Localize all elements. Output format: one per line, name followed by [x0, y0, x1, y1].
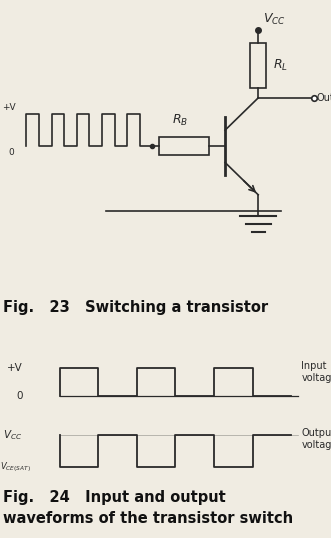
Text: $R_B$: $R_B$ [172, 112, 188, 128]
Bar [250, 43, 266, 88]
Text: $V_{CC}$: $V_{CC}$ [3, 428, 23, 442]
Text: Fig.   24   Input and output: Fig. 24 Input and output [3, 490, 226, 505]
Text: +V: +V [2, 103, 15, 112]
Text: $V_{CC}$: $V_{CC}$ [263, 12, 286, 27]
Text: waveforms of the transistor switch: waveforms of the transistor switch [3, 511, 294, 526]
Text: 0: 0 [8, 148, 14, 157]
Text: voltage: voltage [301, 440, 331, 450]
Text: Output: Output [301, 428, 331, 438]
Text: $V_{CE(SAT)}$: $V_{CE(SAT)}$ [0, 460, 31, 474]
Text: Fig.   23   Switching a transistor: Fig. 23 Switching a transistor [3, 300, 268, 315]
Bar [159, 138, 209, 155]
Text: +V: +V [7, 363, 23, 373]
Text: Input: Input [301, 361, 327, 371]
Text: $R_L$: $R_L$ [273, 58, 288, 73]
Text: 0: 0 [17, 391, 23, 401]
Text: voltage: voltage [301, 373, 331, 383]
Text: Output: Output [316, 93, 331, 103]
